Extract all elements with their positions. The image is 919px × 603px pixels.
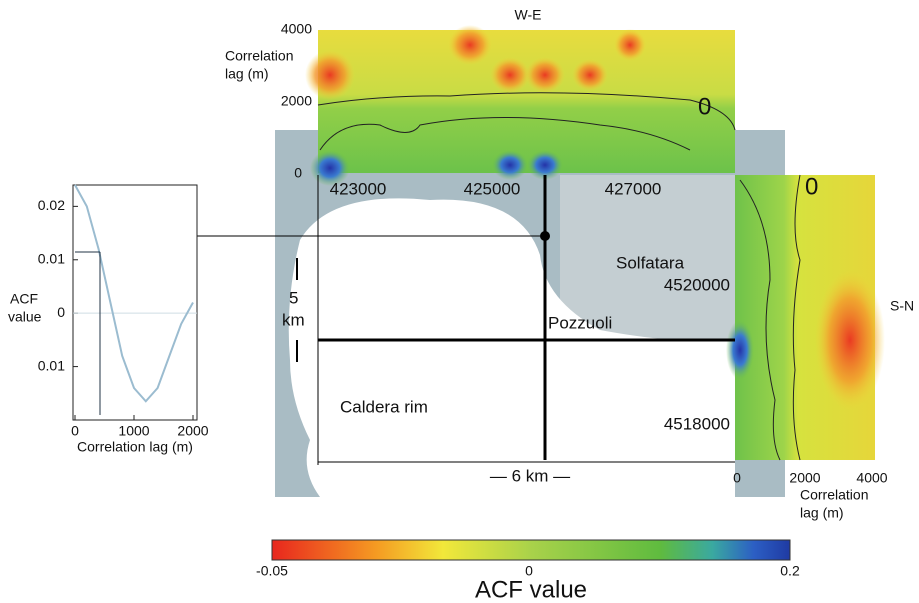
tick-label: 0 bbox=[733, 470, 741, 486]
tick-label: 4000 bbox=[281, 21, 312, 37]
axis-label: lag (m) bbox=[225, 66, 269, 82]
figure: W-E S-N Correlation lag (m) 4000 2000 0 … bbox=[0, 0, 919, 603]
place: Pozzuoli bbox=[548, 313, 612, 332]
y-tick-label: 0.01 bbox=[38, 250, 65, 266]
top-panel bbox=[318, 30, 735, 173]
scale-label: — 6 km — bbox=[490, 466, 570, 485]
right-blob bbox=[815, 270, 885, 410]
right-blob bbox=[726, 320, 754, 380]
contour-label: 0 bbox=[805, 173, 818, 200]
x-tick-label: 2000 bbox=[177, 423, 208, 439]
x-axis-label: Correlation lag (m) bbox=[77, 439, 193, 455]
easting: 423000 bbox=[330, 179, 387, 198]
easting: 425000 bbox=[464, 179, 521, 198]
acf-plot: 0.02 0.01 0 0.01 0 1000 2000 bbox=[38, 185, 209, 439]
title: S-N bbox=[890, 298, 914, 314]
acf-line bbox=[75, 185, 193, 401]
tick-label: 2000 bbox=[281, 93, 312, 109]
tick-label: 2000 bbox=[789, 470, 820, 486]
y-tick-label: 0.01 bbox=[38, 357, 65, 373]
title: W-E bbox=[515, 7, 542, 23]
y-tick-label: 0 bbox=[57, 304, 65, 320]
tick-label: 4000 bbox=[856, 470, 887, 486]
colorbar-tick: -0.05 bbox=[256, 563, 288, 579]
place: Caldera rim bbox=[340, 397, 428, 416]
tick-label: 0 bbox=[294, 165, 302, 181]
easting: 427000 bbox=[605, 179, 662, 198]
axis-label: Correlation bbox=[800, 487, 868, 503]
x-tick-label: 1000 bbox=[118, 423, 149, 439]
y-axis-label: ACF bbox=[10, 291, 38, 307]
scale-label: 5 bbox=[289, 288, 298, 307]
scale-label: km bbox=[282, 310, 305, 329]
colorbar-label: ACF value bbox=[475, 576, 587, 603]
place: Solfatara bbox=[616, 253, 685, 272]
axis-label: Correlation bbox=[225, 48, 293, 64]
x-tick-label: 0 bbox=[71, 423, 79, 439]
axis-label: lag (m) bbox=[800, 505, 844, 521]
contour-label: 0 bbox=[698, 93, 711, 120]
northing: 4520000 bbox=[664, 275, 730, 294]
colorbar bbox=[272, 540, 790, 560]
y-tick-label: 0.02 bbox=[38, 197, 65, 213]
colorbar-tick: 0.2 bbox=[780, 563, 800, 579]
y-axis-label: value bbox=[8, 309, 42, 325]
northing: 4518000 bbox=[664, 414, 730, 433]
